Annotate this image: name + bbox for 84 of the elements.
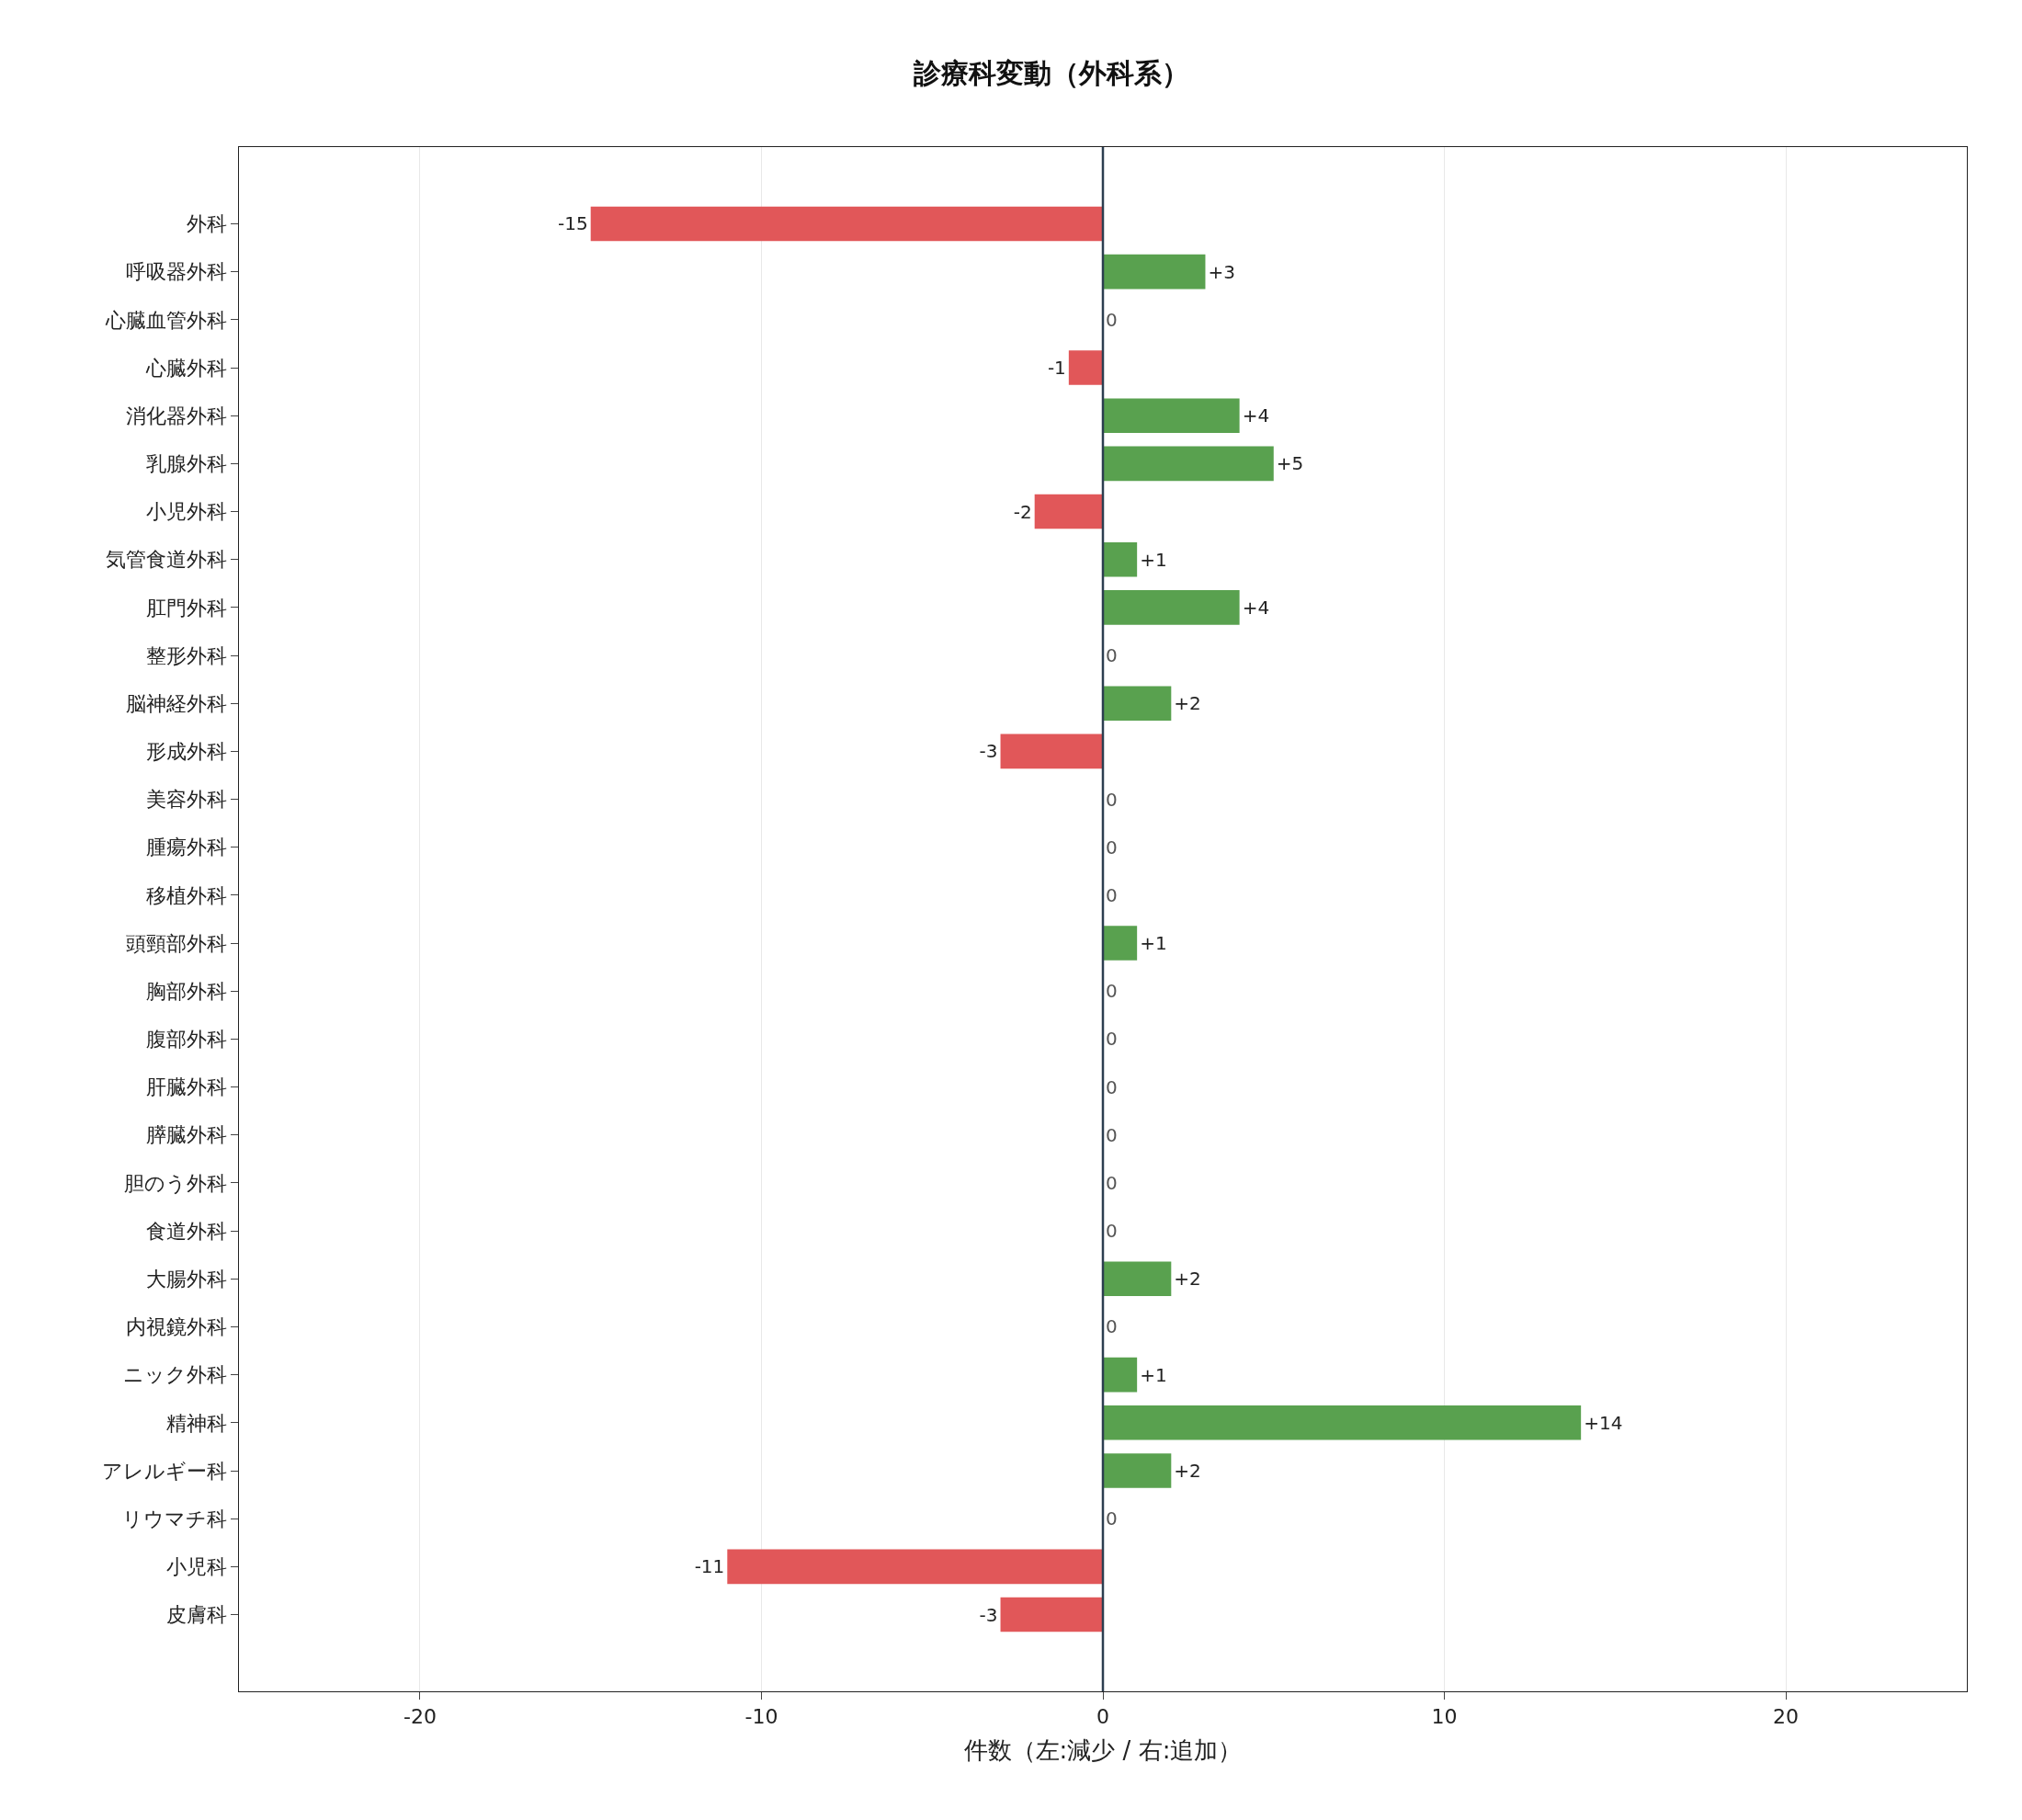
data-label: +2	[1174, 1460, 1201, 1482]
bar	[1103, 398, 1240, 433]
y-tick-label: 小児外科	[145, 500, 227, 524]
y-tick-label: アレルギー科	[101, 1459, 227, 1483]
y-tick-label: 気管食道外科	[105, 548, 227, 572]
data-label: -3	[979, 1603, 998, 1626]
y-tick-label: 整形外科	[145, 643, 227, 667]
y-tick-label: 小児科	[165, 1555, 227, 1579]
y-tick-label: 消化器外科	[125, 404, 227, 427]
bar	[1103, 1261, 1172, 1297]
bar	[590, 206, 1103, 242]
bar	[1034, 494, 1103, 529]
data-label: -1	[1047, 357, 1066, 379]
y-tick-label: 大腸外科	[145, 1268, 227, 1291]
data-label: -15	[558, 212, 588, 235]
data-label: -2	[1013, 500, 1032, 523]
y-tick-label: 頭頸部外科	[125, 931, 227, 955]
x-axis-title: 件数（左:減少 / 右:追加）	[963, 1736, 1243, 1765]
y-tick-label: 膵臓外科	[145, 1123, 227, 1147]
data-label: 0	[1106, 308, 1118, 331]
data-label: +2	[1174, 692, 1201, 715]
y-tick-label: 胆のう外科	[123, 1171, 227, 1195]
data-label: +5	[1276, 452, 1304, 475]
bar	[1103, 686, 1172, 721]
y-tick-label: 腹部外科	[145, 1028, 227, 1052]
bar	[1000, 1597, 1103, 1632]
y-tick-label: 美容外科	[145, 788, 227, 812]
y-tick-label: ニック外科	[122, 1363, 227, 1387]
x-tick-label: -10	[744, 1705, 778, 1729]
bar	[1103, 926, 1138, 961]
data-label: 0	[1106, 980, 1118, 1003]
data-label: +1	[1140, 932, 1167, 955]
y-tick-label: 食道外科	[145, 1219, 227, 1243]
bar	[1103, 446, 1274, 482]
y-tick-label: 肛門外科	[145, 596, 227, 620]
bar	[1068, 350, 1103, 385]
y-tick-label: 腫瘍外科	[145, 836, 227, 859]
x-tick-label: 10	[1431, 1705, 1458, 1729]
chart-title: 診療科変動（外科系）	[913, 57, 1189, 90]
data-label: 0	[1106, 1315, 1118, 1338]
bar	[1103, 1405, 1582, 1440]
data-label: -11	[694, 1555, 725, 1578]
data-label: 0	[1106, 883, 1118, 906]
data-label: 0	[1106, 1507, 1118, 1530]
bar	[1103, 541, 1138, 577]
y-tick-label: 皮膚科	[165, 1603, 227, 1627]
y-tick-label: 脳神経外科	[125, 691, 227, 715]
y-tick-label: 呼吸器外科	[125, 260, 227, 284]
data-label: +2	[1174, 1268, 1201, 1291]
data-label: +3	[1208, 260, 1235, 283]
data-label: +14	[1584, 1411, 1623, 1434]
y-tick-label: リウマチ科	[121, 1507, 227, 1530]
x-tick-label: -20	[403, 1705, 437, 1729]
data-label: 0	[1106, 1028, 1118, 1051]
y-tick-label: 形成外科	[145, 740, 227, 764]
data-label: 0	[1106, 836, 1118, 859]
y-tick-label: 移植外科	[145, 883, 227, 907]
bar	[1103, 254, 1206, 290]
data-label: 0	[1106, 1123, 1118, 1146]
data-label: -3	[979, 740, 998, 763]
bar	[1103, 1357, 1138, 1393]
data-label: 0	[1106, 1075, 1118, 1098]
data-label: 0	[1106, 788, 1118, 811]
data-label: +1	[1140, 1363, 1167, 1386]
y-tick-label: 乳腺外科	[145, 452, 227, 476]
data-label: +4	[1242, 596, 1270, 619]
bar	[1103, 1453, 1172, 1488]
bar	[727, 1549, 1103, 1585]
data-label: +1	[1140, 548, 1167, 571]
x-tick-label: 0	[1096, 1705, 1109, 1729]
y-tick-label: 胸部外科	[145, 979, 227, 1003]
y-tick-label: 心臓外科	[144, 356, 227, 380]
data-label: 0	[1106, 1171, 1118, 1194]
data-label: 0	[1106, 1220, 1118, 1243]
data-label: +4	[1242, 404, 1270, 427]
x-tick-label: 20	[1773, 1705, 1800, 1729]
y-tick-label: 内視鏡外科	[125, 1315, 227, 1339]
bar	[1103, 590, 1240, 625]
bar	[1000, 734, 1103, 769]
y-tick-label: 心臓血管外科	[104, 308, 227, 332]
y-tick-label: 肝臓外科	[145, 1075, 227, 1099]
data-label: 0	[1106, 644, 1118, 667]
y-tick-label: 外科	[186, 212, 227, 236]
y-tick-label: 精神科	[165, 1411, 227, 1435]
